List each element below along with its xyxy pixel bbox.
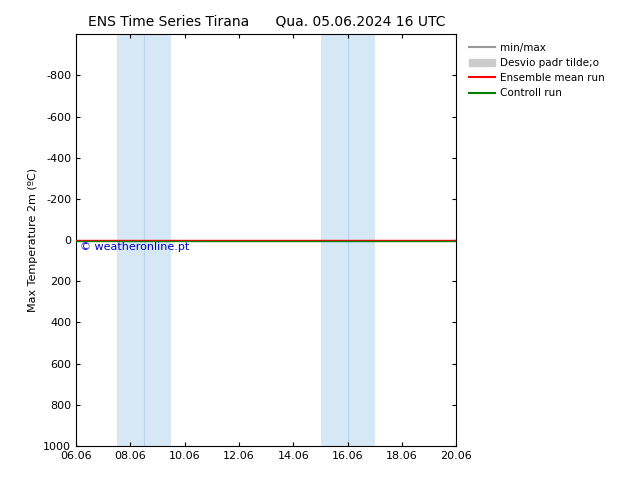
Bar: [321, 34, 375, 446]
Y-axis label: Max Temperature 2m (ºC): Max Temperature 2m (ºC): [28, 168, 37, 312]
Text: © weatheronline.pt: © weatheronline.pt: [80, 242, 189, 252]
Legend: min/max, Desvio padr tilde;o, Ensemble mean run, Controll run: min/max, Desvio padr tilde;o, Ensemble m…: [465, 40, 608, 101]
Bar: [117, 34, 171, 446]
Title: ENS Time Series Tirana      Qua. 05.06.2024 16 UTC: ENS Time Series Tirana Qua. 05.06.2024 1…: [87, 15, 445, 29]
